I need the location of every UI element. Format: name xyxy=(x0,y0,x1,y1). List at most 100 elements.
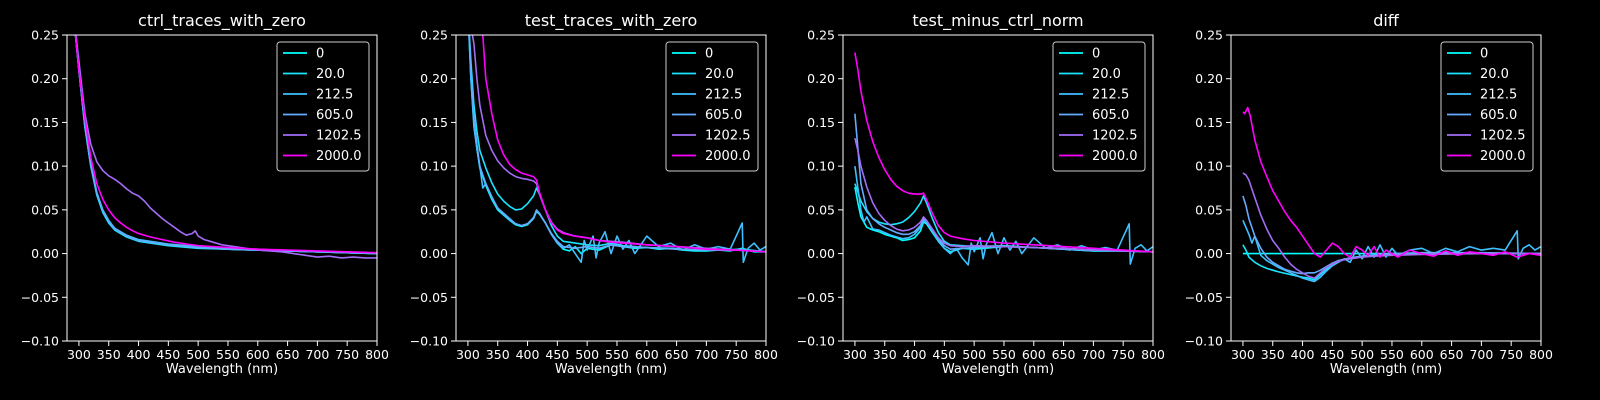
legend-entry-label: 2000.0 xyxy=(705,149,751,164)
axes-frame xyxy=(455,34,767,342)
x-tick-label: 550 xyxy=(992,347,1016,362)
x-tick-label: 400 xyxy=(1291,347,1315,362)
x-tick-label: 300 xyxy=(67,347,91,362)
legend-entry-label: 20.0 xyxy=(316,67,345,82)
x-tick-label: 300 xyxy=(1231,347,1255,362)
series-line-1 xyxy=(1242,244,1541,281)
x-tick-label: 600 xyxy=(246,347,270,362)
axes-frame xyxy=(1230,34,1542,342)
y-tick-label: 0.10 xyxy=(420,159,448,174)
x-tick-label: 700 xyxy=(1081,347,1105,362)
x-tick-label: 650 xyxy=(1440,347,1464,362)
y-tick-label: 0.15 xyxy=(420,115,448,130)
legend-entry-label: 1202.5 xyxy=(1092,129,1138,144)
x-tick-label: 450 xyxy=(932,347,956,362)
legend-entry-label: 1202.5 xyxy=(1480,129,1526,144)
legend: 0 20.0 212.5 605.0 1202.5 2000.0 xyxy=(276,41,370,172)
legend-entry-label: 212.5 xyxy=(705,88,742,103)
x-axis-label: Wavelength (nm) xyxy=(1330,362,1442,377)
x-tick-label: 350 xyxy=(1261,347,1285,362)
series-line-1 xyxy=(854,183,1153,253)
x-tick-label: 600 xyxy=(1022,347,1046,362)
y-tick-label: 0.25 xyxy=(420,28,448,43)
y-tick-label: 0.20 xyxy=(1195,71,1223,86)
y-tick-label: 0.20 xyxy=(31,71,59,86)
series-line-0 xyxy=(854,186,1153,253)
series-line-5 xyxy=(854,52,1153,253)
legend-entry-label: 20.0 xyxy=(1092,67,1121,82)
chart-title: diff xyxy=(1373,11,1400,30)
x-tick-label: 500 xyxy=(575,347,599,362)
y-tick-label: −0.05 xyxy=(410,290,448,305)
axes-frame xyxy=(66,34,378,342)
legend-entry-label: 1202.5 xyxy=(316,129,362,144)
chart-panel-0: ctrl_traces_with_zero 300 350 400 450 500 550 6… xyxy=(21,11,389,377)
legend-entry-label: 605.0 xyxy=(705,108,742,123)
x-tick-label: 800 xyxy=(1141,347,1165,362)
x-tick-label: 700 xyxy=(1469,347,1493,362)
x-tick-label: 600 xyxy=(635,347,659,362)
x-tick-label: 700 xyxy=(694,347,718,362)
x-tick-label: 650 xyxy=(276,347,300,362)
series-line-5 xyxy=(74,35,377,254)
x-axis-label: Wavelength (nm) xyxy=(166,362,278,377)
legend-entry-label: 2000.0 xyxy=(316,149,362,164)
legend-entry-label: 20.0 xyxy=(705,67,734,82)
x-tick-label: 350 xyxy=(486,347,510,362)
legend-entry-label: 605.0 xyxy=(316,108,353,123)
x-tick-label: 800 xyxy=(1529,347,1553,362)
x-tick-label: 750 xyxy=(335,347,359,362)
y-tick-label: −0.05 xyxy=(1185,290,1223,305)
y-tick-label: 0.00 xyxy=(1195,246,1223,261)
y-tick-label: −0.05 xyxy=(797,290,835,305)
y-tick-label: −0.10 xyxy=(410,334,448,349)
legend-entry-label: 0 xyxy=(705,47,713,62)
series-group xyxy=(1242,106,1541,283)
chart-panel-2: test_minus_ctrl_norm 300 350 400 450 500 550 60… xyxy=(797,11,1165,377)
x-tick-label: 550 xyxy=(605,347,629,362)
x-tick-label: 800 xyxy=(754,347,778,362)
legend-entry-label: 605.0 xyxy=(1480,108,1517,123)
legend-entry-label: 20.0 xyxy=(1480,67,1509,82)
axes-frame xyxy=(842,34,1154,342)
y-tick-label: −0.10 xyxy=(21,334,59,349)
y-tick-label: 0.25 xyxy=(31,28,59,43)
y-tick-label: 0.05 xyxy=(807,202,835,217)
x-tick-label: 350 xyxy=(873,347,897,362)
x-tick-label: 650 xyxy=(665,347,689,362)
chart-title: test_traces_with_zero xyxy=(525,11,698,31)
x-tick-label: 800 xyxy=(365,347,389,362)
y-tick-label: 0.05 xyxy=(1195,202,1223,217)
y-tick-label: 0.05 xyxy=(31,202,59,217)
y-tick-label: 0.15 xyxy=(1195,115,1223,130)
x-tick-label: 500 xyxy=(186,347,210,362)
y-tick-label: −0.05 xyxy=(21,290,59,305)
legend-entry-label: 1202.5 xyxy=(705,129,751,144)
x-tick-label: 400 xyxy=(903,347,927,362)
series-line-4 xyxy=(854,138,1153,253)
x-tick-label: 750 xyxy=(1499,347,1523,362)
series-group xyxy=(74,35,377,259)
legend: 0 20.0 212.5 605.0 1202.5 2000.0 xyxy=(1052,41,1146,172)
y-tick-label: 0.25 xyxy=(807,28,835,43)
series-line-3 xyxy=(468,35,766,253)
series-line-4 xyxy=(75,35,377,259)
y-tick-label: 0.10 xyxy=(1195,159,1223,174)
legend: 0 20.0 212.5 605.0 1202.5 2000.0 xyxy=(665,41,759,172)
x-tick-label: 550 xyxy=(1380,347,1404,362)
legend-entry-label: 0 xyxy=(1092,47,1100,62)
legend-entry-label: 0 xyxy=(316,47,324,62)
x-tick-label: 650 xyxy=(1052,347,1076,362)
x-axis-label: Wavelength (nm) xyxy=(942,362,1054,377)
x-tick-label: 450 xyxy=(1320,347,1344,362)
x-tick-label: 550 xyxy=(216,347,240,362)
x-tick-label: 450 xyxy=(156,347,180,362)
chart-title: test_minus_ctrl_norm xyxy=(912,11,1083,31)
x-tick-label: 450 xyxy=(545,347,569,362)
x-tick-label: 600 xyxy=(1410,347,1434,362)
x-tick-label: 300 xyxy=(456,347,480,362)
series-line-5 xyxy=(1242,106,1541,258)
chart-panel-1: test_traces_with_zero 300 350 400 450 500 550 6… xyxy=(410,11,778,377)
y-tick-label: 0.20 xyxy=(420,71,448,86)
